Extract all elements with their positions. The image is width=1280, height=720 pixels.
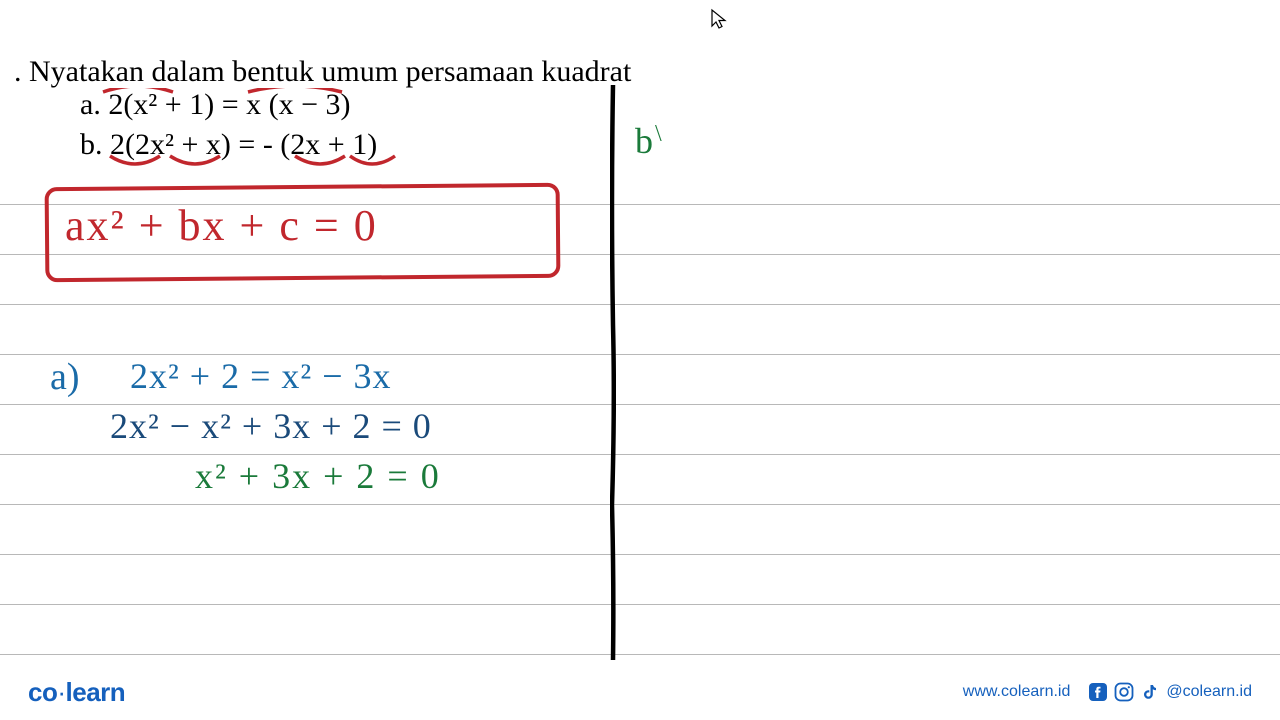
work-a-label: a) bbox=[50, 355, 80, 399]
tiktok-icon bbox=[1140, 682, 1160, 702]
work-a-line3: x² + 3x + 2 = 0 bbox=[195, 455, 441, 497]
question-title: . Nyatakan dalam bentuk umum persamaan k… bbox=[14, 55, 631, 89]
work-b-label: b\ bbox=[635, 120, 660, 162]
footer: co·learn www.colearn.id @colearn.id bbox=[0, 664, 1280, 720]
formula-text: ax² + bx + c = 0 bbox=[65, 200, 378, 251]
brand-logo: co·learn bbox=[28, 677, 125, 708]
social-handle: @colearn.id bbox=[1166, 683, 1252, 701]
website-url: www.colearn.id bbox=[963, 683, 1071, 701]
cursor-icon bbox=[710, 8, 728, 36]
facebook-icon bbox=[1088, 682, 1108, 702]
social-icons: @colearn.id bbox=[1088, 682, 1252, 702]
instagram-icon bbox=[1114, 682, 1134, 702]
work-a-line1: 2x² + 2 = x² − 3x bbox=[130, 355, 392, 397]
question-item-a: a. 2(x² + 1) = x (x − 3) bbox=[80, 88, 351, 122]
work-a-line2: 2x² − x² + 3x + 2 = 0 bbox=[110, 405, 432, 447]
question-item-b: b. 2(2x² + x) = - (2x + 1) bbox=[80, 128, 377, 162]
vertical-divider bbox=[610, 85, 616, 660]
